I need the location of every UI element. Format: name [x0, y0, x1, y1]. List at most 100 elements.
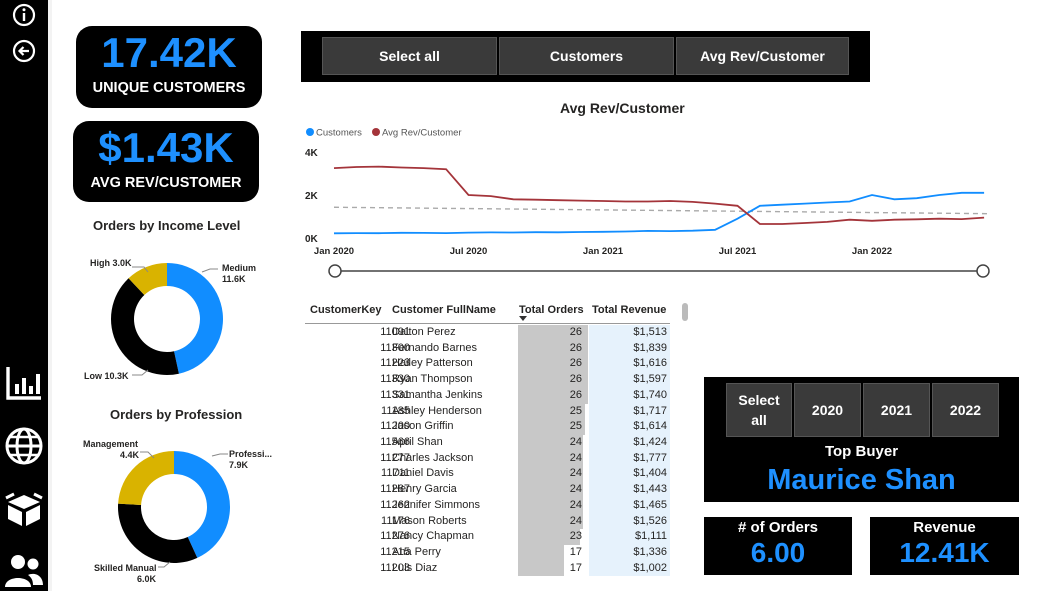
back-arrow-icon[interactable] [4, 38, 44, 64]
donut-slice-high[interactable] [128, 263, 167, 296]
total-orders-cell: 24 [569, 467, 582, 480]
unique-customers-card: 17.42K UNIQUE CUSTOMERS [76, 26, 262, 108]
orders-databar [518, 513, 583, 530]
table-row[interactable]: 11566 April Shan 24 $1,424 [305, 435, 670, 451]
table-row[interactable]: 11711 Daniel Davis 24 $1,404 [305, 466, 670, 483]
orders-databar [518, 340, 588, 357]
table-row[interactable]: 11262 Jennifer Simmons 24 $1,465 [305, 497, 670, 514]
orders-card: # of Orders 6.00 [704, 517, 852, 575]
total-revenue-cell: $1,717 [633, 404, 667, 417]
total-revenue-cell: $1,616 [633, 357, 667, 370]
col-customerkey[interactable]: CustomerKey [310, 304, 382, 316]
customer-name-cell: Samantha Jenkins [392, 388, 483, 401]
year-2021-button[interactable]: 2021 [863, 383, 930, 437]
total-orders-cell: 24 [569, 498, 582, 511]
total-orders-cell: 25 [569, 404, 582, 417]
bar-chart-icon[interactable] [4, 362, 44, 404]
table-row[interactable]: 11331 Samantha Jenkins 26 $1,740 [305, 387, 670, 404]
box-icon[interactable] [4, 488, 44, 530]
range-start-handle[interactable] [328, 264, 342, 278]
table-row[interactable]: 11091 Dalton Perez 26 $1,513 [305, 325, 670, 341]
orders-databar [518, 497, 583, 514]
series-line-customers[interactable] [333, 191, 985, 235]
donut-slice-professi-[interactable] [174, 451, 231, 558]
table-header: CustomerKey Customer FullName Total Orde… [305, 300, 670, 324]
year-2022-button[interactable]: 2022 [932, 383, 999, 437]
income-chart-title: Orders by Income Level [93, 218, 241, 233]
total-orders-cell: 23 [569, 530, 582, 543]
total-revenue-cell: $1,597 [633, 373, 667, 386]
orders-databar [518, 560, 564, 577]
year-2020-button[interactable]: 2020 [794, 383, 861, 437]
donut-slice-skilled-manual[interactable] [118, 503, 198, 563]
avg-rev-line-chart[interactable]: Customers Avg Rev/Customer 0K 2K 4K Jan 2020 J… [300, 120, 1000, 280]
avg-rev-card: $1.43K AVG REV/CUSTOMER [73, 121, 259, 202]
revenue-cell-bg [589, 403, 670, 420]
range-end-handle[interactable] [976, 264, 990, 278]
table-scrollbar[interactable] [682, 303, 688, 321]
revenue-value: 12.41K [899, 537, 990, 568]
legend-label[interactable]: Customers [316, 128, 362, 139]
profession-donut-chart[interactable] [117, 450, 231, 564]
table-row[interactable]: 11223 Hailey Patterson 26 $1,616 [305, 356, 670, 373]
total-revenue-cell: $1,513 [633, 326, 667, 338]
total-orders-cell: 26 [569, 373, 582, 386]
total-orders-cell: 26 [569, 388, 582, 401]
customer-key-cell: 11091 [380, 326, 410, 338]
donut-slice-low[interactable] [110, 278, 179, 375]
table-row[interactable]: 11176 Mason Roberts 24 $1,526 [305, 513, 670, 530]
orders-databar [518, 435, 583, 451]
table-row[interactable]: 11276 Nancy Chapman 23 $1,111 [305, 529, 670, 546]
users-icon[interactable] [4, 550, 44, 590]
income-donut-chart[interactable] [110, 262, 224, 376]
col-total-revenue[interactable]: Total Revenue [592, 304, 667, 316]
col-total-orders[interactable]: Total Orders [519, 304, 584, 316]
revenue-cell-bg [589, 340, 670, 357]
unique-customers-label: UNIQUE CUSTOMERS [92, 80, 246, 96]
revenue-cell-bg [589, 513, 670, 530]
select-all-button[interactable]: Select all [322, 37, 497, 75]
top-buyer-name: Maurice Shan [767, 464, 956, 496]
info-icon[interactable] [4, 2, 44, 28]
revenue-card: Revenue 12.41K [870, 517, 1019, 575]
table-row[interactable]: 11185 Ashley Henderson 25 $1,717 [305, 403, 670, 420]
revenue-cell-bg [589, 450, 670, 467]
customer-key-cell: 11176 [381, 514, 410, 527]
x-tick-label: Jul 2020 [450, 246, 488, 257]
donut-slice-medium[interactable] [167, 263, 224, 374]
total-revenue-cell: $1,002 [633, 561, 667, 574]
table-row[interactable]: 11287 Henry Garcia 24 $1,443 [305, 482, 670, 498]
income-label-medium: Medium 11.6K [222, 263, 257, 284]
revenue-cell-bg [589, 466, 670, 483]
series-line-avg-rev-customer[interactable] [333, 165, 985, 225]
legend-marker [372, 128, 380, 136]
table-row[interactable]: 11200 Jason Griffin 25 $1,614 [305, 419, 670, 435]
x-tick-label: Jan 2021 [583, 246, 624, 257]
col-fullname[interactable]: Customer FullName [392, 304, 496, 316]
customer-name-cell: Daniel Davis [392, 467, 454, 480]
avg-rev-customer-button[interactable]: Avg Rev/Customer [676, 37, 849, 75]
total-revenue-cell: $1,336 [633, 546, 667, 559]
profession-label-professional: Professi... 7.9K [229, 449, 273, 470]
customer-name-cell: April Shan [392, 436, 443, 449]
income-leader-lines [132, 266, 218, 376]
table-row[interactable]: 11330 Ryan Thompson 26 $1,597 [305, 372, 670, 388]
table-row[interactable]: 11277 Charles Jackson 24 $1,777 [305, 450, 670, 467]
customer-name-cell: Jennifer Simmons [392, 498, 481, 511]
table-row[interactable]: 11300 Fernando Barnes 26 $1,839 [305, 340, 670, 357]
year-select-all-button[interactable]: Select all [726, 383, 792, 437]
x-tick-label: Jul 2021 [719, 246, 757, 257]
total-revenue-cell: $1,839 [633, 341, 667, 354]
top-buyer-label: Top Buyer [824, 443, 899, 460]
revenue-cell-bg [589, 325, 670, 341]
donut-slice-management[interactable] [118, 451, 174, 506]
orders-databar [518, 403, 586, 420]
table-row[interactable]: 11215 Ana Perry 17 $1,336 [305, 545, 670, 561]
globe-icon[interactable] [4, 424, 44, 468]
orders-databar [518, 325, 588, 341]
x-tick-label: Jan 2022 [852, 246, 892, 257]
y-tick-label: 0K [305, 234, 319, 245]
customers-button[interactable]: Customers [499, 37, 674, 75]
table-row[interactable]: 11203 Luis Diaz 17 $1,002 [305, 560, 670, 577]
legend-label[interactable]: Avg Rev/Customer [382, 128, 462, 139]
